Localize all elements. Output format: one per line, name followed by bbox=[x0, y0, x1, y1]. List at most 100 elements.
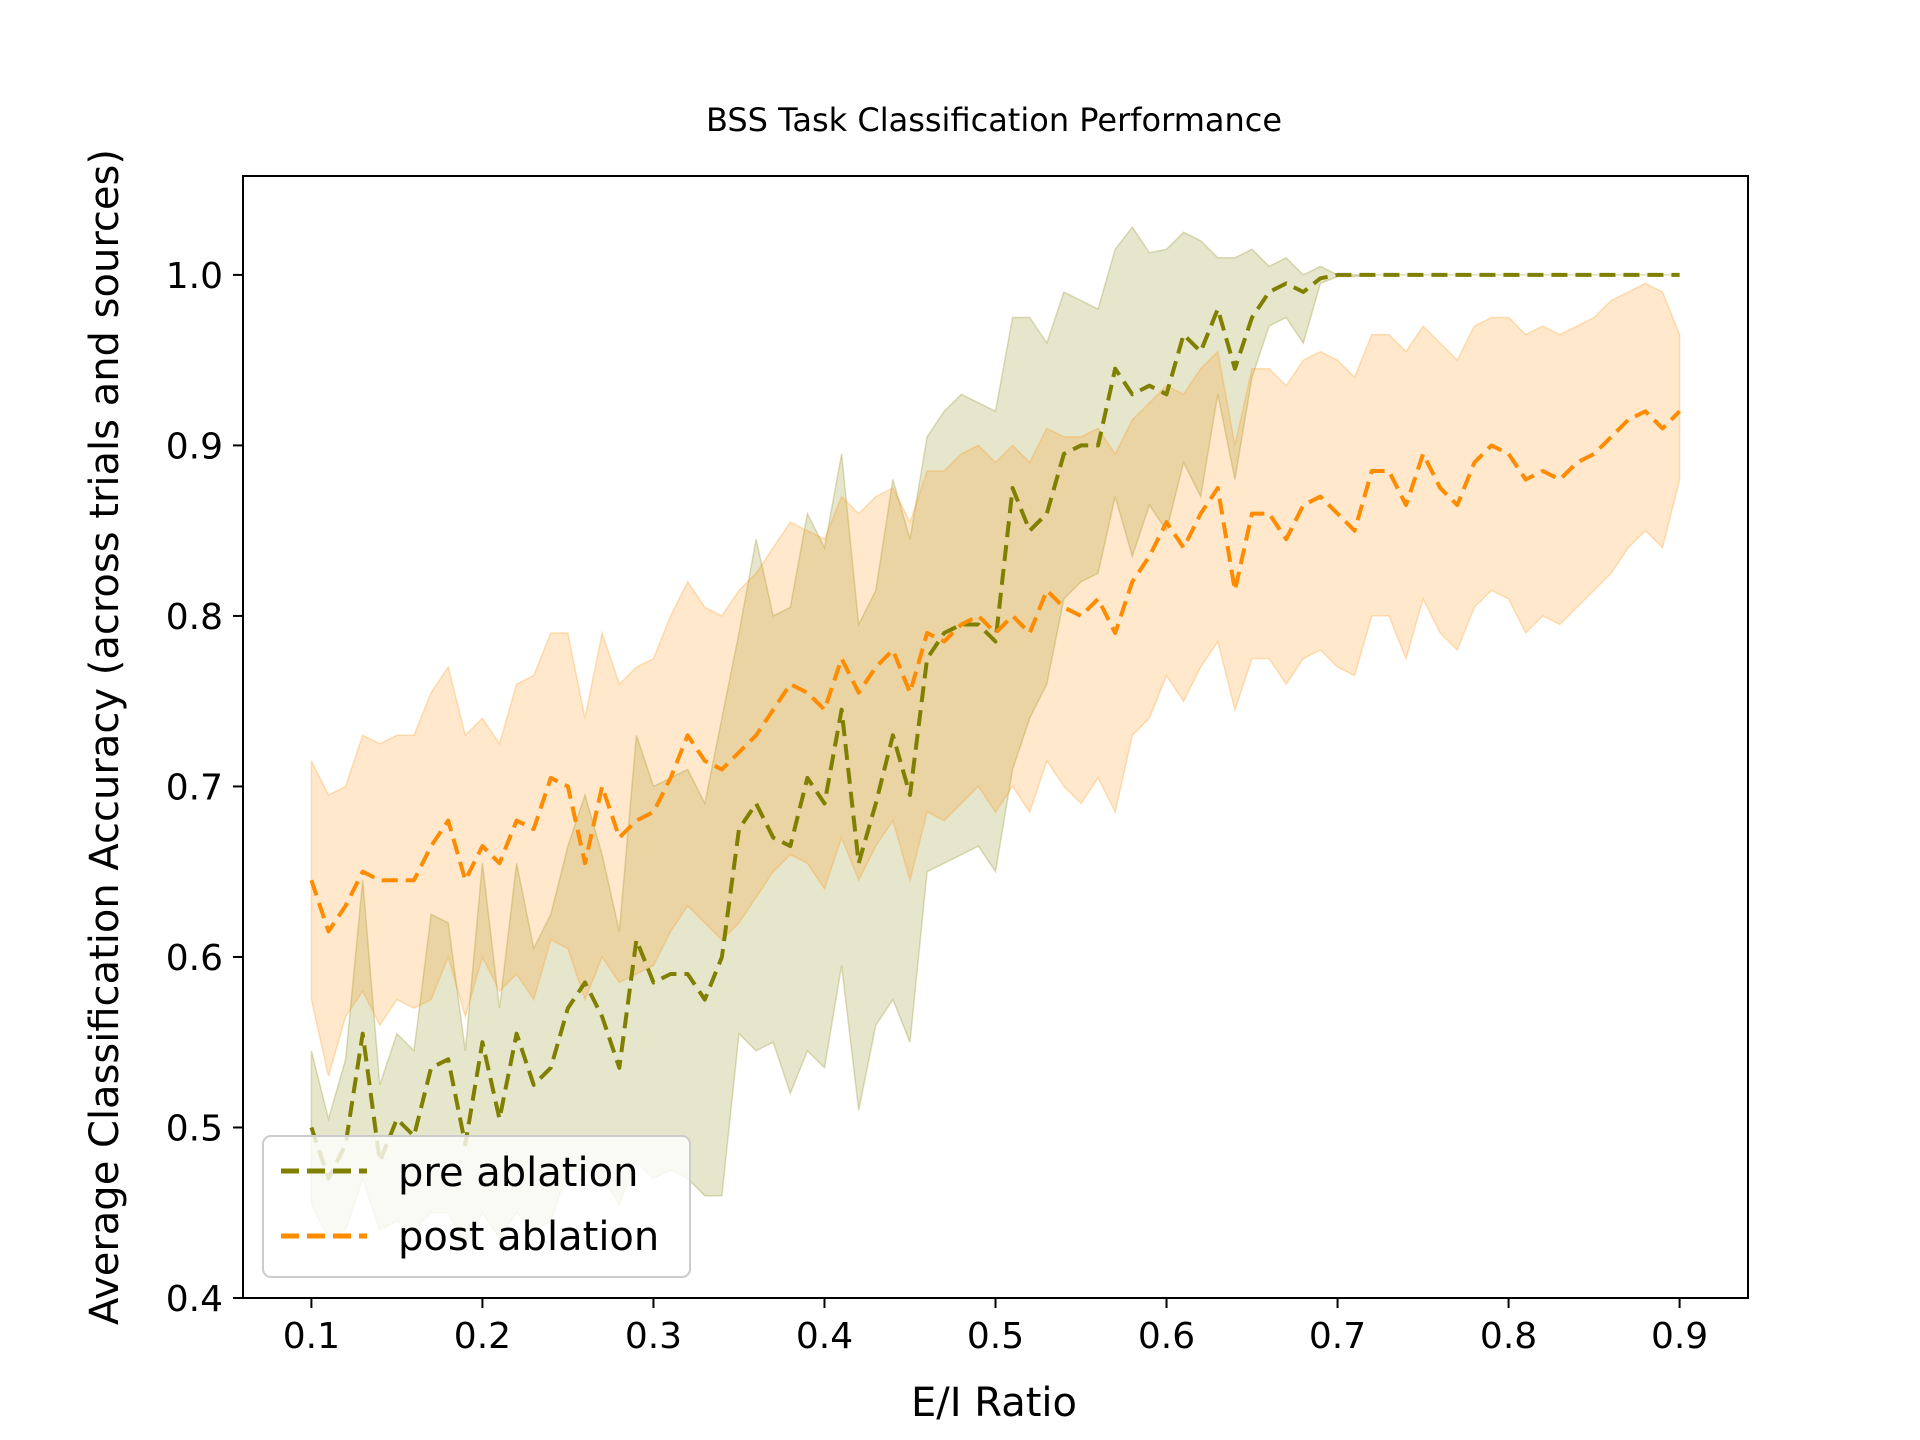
data-point bbox=[1558, 273, 1562, 277]
data-point bbox=[429, 844, 433, 848]
data-point bbox=[1045, 588, 1049, 592]
data-point bbox=[1524, 273, 1528, 277]
data-point bbox=[994, 640, 998, 644]
data-point bbox=[1062, 605, 1066, 609]
data-point bbox=[1472, 273, 1476, 277]
data-point bbox=[874, 802, 878, 806]
data-point bbox=[378, 878, 382, 882]
data-point bbox=[583, 981, 587, 985]
data-point bbox=[737, 750, 741, 754]
data-point bbox=[1524, 478, 1528, 482]
data-point bbox=[1011, 614, 1015, 618]
data-point bbox=[1438, 273, 1442, 277]
data-point bbox=[823, 802, 827, 806]
data-point bbox=[686, 733, 690, 737]
data-point bbox=[1353, 273, 1357, 277]
data-point bbox=[429, 1066, 433, 1070]
data-point bbox=[1336, 512, 1340, 516]
data-point bbox=[1558, 478, 1562, 482]
data-point bbox=[840, 708, 844, 712]
x-tick-label: 0.6 bbox=[1138, 1316, 1195, 1357]
data-point bbox=[532, 1083, 536, 1087]
data-point bbox=[549, 776, 553, 780]
data-point bbox=[1626, 273, 1630, 277]
data-point bbox=[1096, 597, 1100, 601]
data-point bbox=[600, 1015, 604, 1019]
data-point bbox=[1643, 273, 1647, 277]
data-point bbox=[891, 733, 895, 737]
data-point bbox=[857, 861, 861, 865]
data-point bbox=[1592, 273, 1596, 277]
data-point bbox=[1113, 367, 1117, 371]
x-axis-ticks: 0.1 0.2 0.3 0.4 0.5 0.6 0.7 0.8 0.9 bbox=[283, 1298, 1708, 1357]
data-point bbox=[994, 631, 998, 635]
data-point bbox=[1147, 384, 1151, 388]
data-point bbox=[446, 819, 450, 823]
data-point bbox=[1472, 461, 1476, 465]
data-point bbox=[1011, 486, 1015, 490]
data-point bbox=[1507, 452, 1511, 456]
data-point bbox=[1130, 580, 1134, 584]
y-tick-label: 1.0 bbox=[166, 256, 223, 297]
data-point bbox=[686, 972, 690, 976]
data-point bbox=[1113, 631, 1117, 635]
data-point bbox=[720, 955, 724, 959]
data-point bbox=[361, 870, 365, 874]
data-point bbox=[1490, 273, 1494, 277]
data-point bbox=[1165, 520, 1169, 524]
data-point bbox=[1421, 452, 1425, 456]
data-point bbox=[669, 972, 673, 976]
data-point bbox=[327, 929, 331, 933]
data-point bbox=[1284, 281, 1288, 285]
data-point bbox=[1404, 273, 1408, 277]
data-point bbox=[1541, 273, 1545, 277]
data-point bbox=[1678, 409, 1682, 413]
data-point bbox=[1336, 273, 1340, 277]
series-lines bbox=[309, 272, 1682, 1181]
data-point bbox=[515, 1032, 519, 1036]
data-point bbox=[1592, 452, 1596, 456]
data-point bbox=[959, 623, 963, 627]
data-point bbox=[1661, 426, 1665, 430]
y-axis-ticks: 0.4 0.5 0.6 0.7 0.8 0.9 1.0 bbox=[166, 256, 243, 1320]
x-axis-label: E/I Ratio bbox=[911, 1380, 1077, 1426]
x-tick-label: 0.9 bbox=[1651, 1316, 1708, 1357]
y-tick-label: 0.9 bbox=[166, 426, 223, 467]
data-point bbox=[874, 665, 878, 669]
data-point bbox=[532, 827, 536, 831]
data-point bbox=[1404, 503, 1408, 507]
data-point bbox=[309, 1126, 313, 1130]
x-tick-label: 0.1 bbox=[283, 1316, 340, 1357]
data-point bbox=[788, 844, 792, 848]
data-point bbox=[566, 1006, 570, 1010]
data-point bbox=[1216, 486, 1220, 490]
data-point bbox=[1199, 350, 1203, 354]
data-point bbox=[446, 1057, 450, 1061]
data-point bbox=[634, 819, 638, 823]
data-point bbox=[1028, 631, 1032, 635]
data-point bbox=[583, 861, 587, 865]
data-point bbox=[549, 1066, 553, 1070]
data-point bbox=[395, 1117, 399, 1121]
data-point bbox=[788, 682, 792, 686]
line-pre-ablation bbox=[309, 272, 1680, 1181]
data-point bbox=[1661, 273, 1665, 277]
legend: pre ablation post ablation bbox=[262, 1135, 691, 1278]
data-point bbox=[566, 784, 570, 788]
data-point bbox=[412, 878, 416, 882]
x-tick-label: 0.8 bbox=[1480, 1316, 1537, 1357]
data-point bbox=[925, 631, 929, 635]
data-point bbox=[891, 648, 895, 652]
data-point bbox=[1455, 273, 1459, 277]
legend-box bbox=[262, 1135, 691, 1278]
data-point bbox=[515, 819, 519, 823]
data-point bbox=[1387, 273, 1391, 277]
data-point bbox=[1387, 469, 1391, 473]
data-point bbox=[1301, 290, 1305, 294]
data-point bbox=[976, 614, 980, 618]
data-point bbox=[1541, 469, 1545, 473]
data-point bbox=[805, 691, 809, 695]
data-point bbox=[480, 1040, 484, 1044]
